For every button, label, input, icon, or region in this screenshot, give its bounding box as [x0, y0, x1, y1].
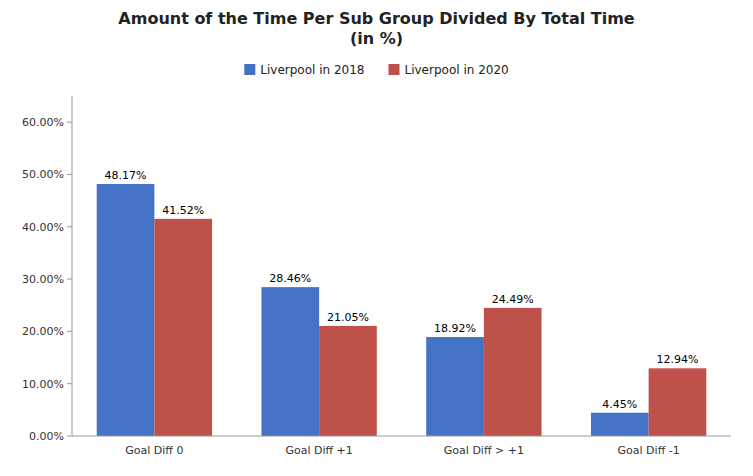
y-tick-label: 20.00% [22, 325, 64, 338]
bar [154, 219, 212, 436]
legend-item: Liverpool in 2018 [244, 63, 364, 77]
legend: Liverpool in 2018 Liverpool in 2020 [244, 63, 508, 77]
x-tick-label: Goal Diff -1 [618, 444, 680, 457]
legend-swatch [244, 64, 255, 75]
data-label: 48.17% [105, 169, 147, 182]
legend-label: Liverpool in 2020 [405, 63, 509, 77]
x-tick-label: Goal Diff > +1 [444, 444, 524, 457]
legend-swatch [389, 64, 400, 75]
y-tick [67, 436, 72, 437]
data-label: 41.52% [162, 204, 204, 217]
x-axis-line [72, 436, 731, 437]
y-tick [67, 383, 72, 384]
data-label: 21.05% [327, 311, 369, 324]
data-label: 12.94% [656, 353, 698, 366]
y-tick [67, 226, 72, 227]
data-labels: 48.17% 28.46% 18.92% 4.45% 41.52% 21.05% 24.49… [105, 169, 699, 411]
legend-item: Liverpool in 2020 [389, 63, 509, 77]
data-label: 18.92% [434, 322, 476, 335]
y-tick-label: 50.00% [22, 168, 64, 181]
bar [591, 413, 649, 436]
bar [261, 287, 319, 436]
bar [649, 368, 707, 436]
y-tick-label: 60.00% [22, 116, 64, 129]
bar [426, 337, 484, 436]
bar [484, 308, 542, 436]
y-tick-label: 30.00% [22, 273, 64, 286]
data-label: 4.45% [602, 398, 637, 411]
chart: Amount of the Time Per Sub Group Divided… [0, 0, 753, 476]
y-axis-line [72, 96, 73, 436]
legend-label: Liverpool in 2018 [260, 63, 364, 77]
y-tick-label: 10.00% [22, 378, 64, 391]
x-tick-label: Goal Diff +1 [285, 444, 352, 457]
bars [97, 184, 707, 436]
y-tick [67, 331, 72, 332]
bar [319, 326, 377, 436]
data-label: 24.49% [492, 293, 534, 306]
y-tick-label: 0.00% [29, 430, 64, 443]
y-tick-label: 40.00% [22, 221, 64, 234]
data-label: 28.46% [269, 272, 311, 285]
y-tick [67, 279, 72, 280]
bar [97, 184, 155, 436]
x-tick-label: Goal Diff 0 [125, 444, 183, 457]
title: Amount of the Time Per Sub Group Divided… [118, 9, 634, 48]
y-tick [67, 174, 72, 175]
y-tick [67, 122, 72, 123]
